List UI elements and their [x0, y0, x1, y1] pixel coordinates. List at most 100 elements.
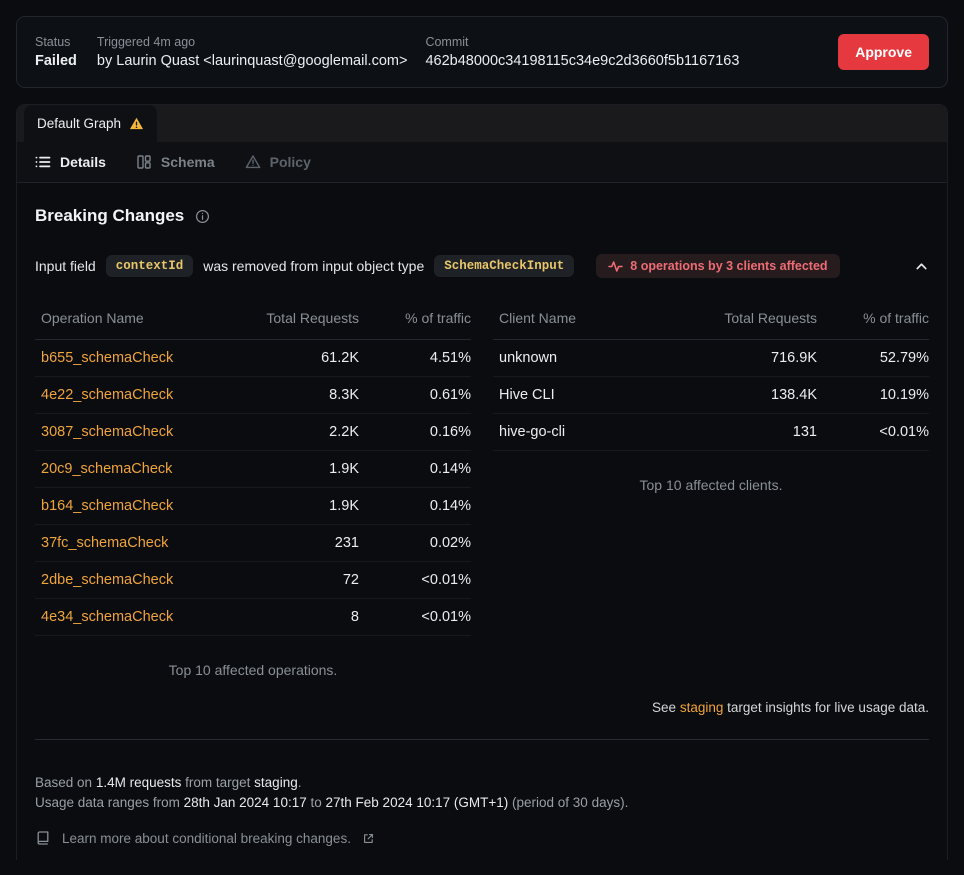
- affected-operations-badge[interactable]: 8 operations by 3 clients affected: [596, 254, 840, 278]
- table-row: hive-go-cli 131 <0.01%: [493, 414, 929, 451]
- operations-table-header: Operation Name Total Requests % of traff…: [35, 310, 471, 340]
- col-total-requests: Total Requests: [266, 310, 359, 326]
- usage-footer: Based on 1.4M requests from target stagi…: [35, 773, 929, 813]
- operation-link[interactable]: 2dbe_schemaCheck: [41, 572, 174, 588]
- commit-block: Commit 462b48000c34198115c34e9c2d3660f5b…: [425, 35, 739, 69]
- col-operation-name: Operation Name: [41, 310, 144, 326]
- learn-more-link[interactable]: Learn more about conditional breaking ch…: [35, 830, 929, 846]
- traffic-cell: <0.01%: [421, 609, 471, 625]
- target-name: staging: [254, 775, 298, 790]
- range-to: to: [310, 795, 322, 810]
- operations-table-caption: Top 10 affected operations.: [168, 662, 338, 678]
- change-middle: was removed from input object type: [203, 258, 425, 274]
- traffic-cell: 52.79%: [879, 350, 929, 366]
- col-traffic-pct: % of traffic: [863, 310, 929, 326]
- status-block: Status Failed: [35, 35, 77, 69]
- requests-cell: 61.2K: [321, 350, 359, 366]
- operations-table: Operation Name Total Requests % of traff…: [35, 310, 471, 678]
- chevron-up-icon: [914, 259, 929, 274]
- triggered-author: by Laurin Quast <laurinquast@googlemail.…: [96, 53, 408, 69]
- breaking-changes-title: Breaking Changes: [35, 206, 185, 225]
- learn-more-label: Learn more about conditional breaking ch…: [62, 830, 351, 846]
- traffic-cell: 0.61%: [429, 387, 471, 403]
- table-row: 2dbe_schemaCheck 72 <0.01%: [35, 562, 471, 599]
- graph-tabstrip: Default Graph: [17, 105, 947, 142]
- based-prefix: Based on: [35, 775, 93, 790]
- status-value: Failed: [35, 53, 77, 69]
- requests-cell: 72: [342, 572, 359, 588]
- requests-cell: 1.9K: [329, 498, 359, 514]
- pulse-icon: [608, 260, 624, 273]
- insights-note-suffix: target insights for live usage data.: [727, 700, 929, 715]
- insights-note-prefix: See: [652, 700, 677, 715]
- tab-default-graph[interactable]: Default Graph: [24, 105, 158, 142]
- table-row: b655_schemaCheck 61.2K 4.51%: [35, 340, 471, 377]
- tab-schema-label: Schema: [160, 154, 215, 170]
- table-row: 20c9_schemaCheck 1.9K 0.14%: [35, 451, 471, 488]
- collapse-change-button[interactable]: [914, 259, 929, 274]
- requests-cell: 1.9K: [329, 461, 359, 477]
- staging-target-link[interactable]: staging: [679, 700, 724, 715]
- approve-button[interactable]: Approve: [838, 34, 929, 70]
- table-row: 37fc_schemaCheck 231 0.02%: [35, 525, 471, 562]
- requests-cell: 8: [350, 609, 359, 625]
- client-name-cell: hive-go-cli: [499, 424, 566, 440]
- range-line: Usage data ranges from 28th Jan 2024 10:…: [35, 793, 929, 813]
- traffic-cell: 4.51%: [429, 350, 471, 366]
- operation-link[interactable]: 4e34_schemaCheck: [41, 609, 174, 625]
- operation-link[interactable]: 3087_schemaCheck: [41, 424, 174, 440]
- clients-table-header: Client Name Total Requests % of traffic: [493, 310, 929, 340]
- range-end-date: 27th Feb 2024 10:17 (GMT+1): [325, 795, 509, 810]
- tab-policy[interactable]: Policy: [245, 154, 311, 170]
- breaking-changes-header: Breaking Changes: [35, 206, 929, 226]
- commit-hash: 462b48000c34198115c34e9c2d3660f5b1167163: [425, 53, 740, 69]
- change-prefix: Input field: [35, 258, 96, 274]
- traffic-cell: 0.16%: [429, 424, 471, 440]
- info-icon[interactable]: [195, 209, 210, 224]
- traffic-cell: <0.01%: [421, 572, 471, 588]
- range-suffix: (period of 30 days).: [512, 795, 629, 810]
- tab-details-label: Details: [60, 154, 106, 170]
- requests-cell: 131: [792, 424, 817, 440]
- range-start-date: 28th Jan 2024 10:17: [183, 795, 307, 810]
- tab-schema[interactable]: Schema: [136, 154, 215, 170]
- col-client-name: Client Name: [499, 310, 577, 326]
- client-name-cell: Hive CLI: [499, 387, 555, 403]
- tab-details[interactable]: Details: [35, 154, 106, 170]
- table-row: unknown 716.9K 52.79%: [493, 340, 929, 377]
- operation-link[interactable]: 37fc_schemaCheck: [41, 535, 169, 551]
- insights-note: See staging target insights for live usa…: [35, 700, 929, 715]
- commit-label: Commit: [425, 35, 469, 49]
- traffic-cell: 0.02%: [429, 535, 471, 551]
- affected-badge-label: 8 operations by 3 clients affected: [630, 259, 828, 273]
- table-row: 3087_schemaCheck 2.2K 0.16%: [35, 414, 471, 451]
- operation-link[interactable]: 4e22_schemaCheck: [41, 387, 174, 403]
- traffic-cell: 0.14%: [429, 461, 471, 477]
- requests-count: 1.4M requests: [95, 775, 182, 790]
- operation-link[interactable]: 20c9_schemaCheck: [41, 461, 173, 477]
- details-content: Breaking Changes Input field contextId w…: [17, 183, 947, 860]
- requests-cell: 2.2K: [329, 424, 359, 440]
- table-row: 4e34_schemaCheck 8 <0.01%: [35, 599, 471, 636]
- requests-cell: 138.4K: [771, 387, 817, 403]
- schema-columns-icon: [136, 154, 152, 170]
- check-toolbar: Details Schema Policy: [17, 142, 947, 183]
- col-traffic-pct: % of traffic: [405, 310, 471, 326]
- table-row: b164_schemaCheck 1.9K 0.14%: [35, 488, 471, 525]
- external-link-icon: [362, 832, 375, 845]
- operation-link[interactable]: b655_schemaCheck: [41, 350, 174, 366]
- warning-triangle-outline-icon: [245, 154, 261, 170]
- traffic-cell: 10.19%: [879, 387, 929, 403]
- section-divider: [35, 739, 929, 740]
- graph-tab-label: Default Graph: [37, 116, 122, 131]
- requests-cell: 716.9K: [771, 350, 817, 366]
- field-code-badge: contextId: [105, 255, 194, 277]
- check-summary-card: Status Failed Triggered 4m ago by Laurin…: [16, 16, 948, 88]
- client-name-cell: unknown: [499, 350, 558, 366]
- usage-tables: Operation Name Total Requests % of traff…: [35, 310, 929, 678]
- list-icon: [35, 154, 51, 170]
- range-prefix: Usage data ranges from: [35, 795, 180, 810]
- col-total-requests: Total Requests: [724, 310, 817, 326]
- based-on-line: Based on 1.4M requests from target stagi…: [35, 773, 929, 793]
- operation-link[interactable]: b164_schemaCheck: [41, 498, 174, 514]
